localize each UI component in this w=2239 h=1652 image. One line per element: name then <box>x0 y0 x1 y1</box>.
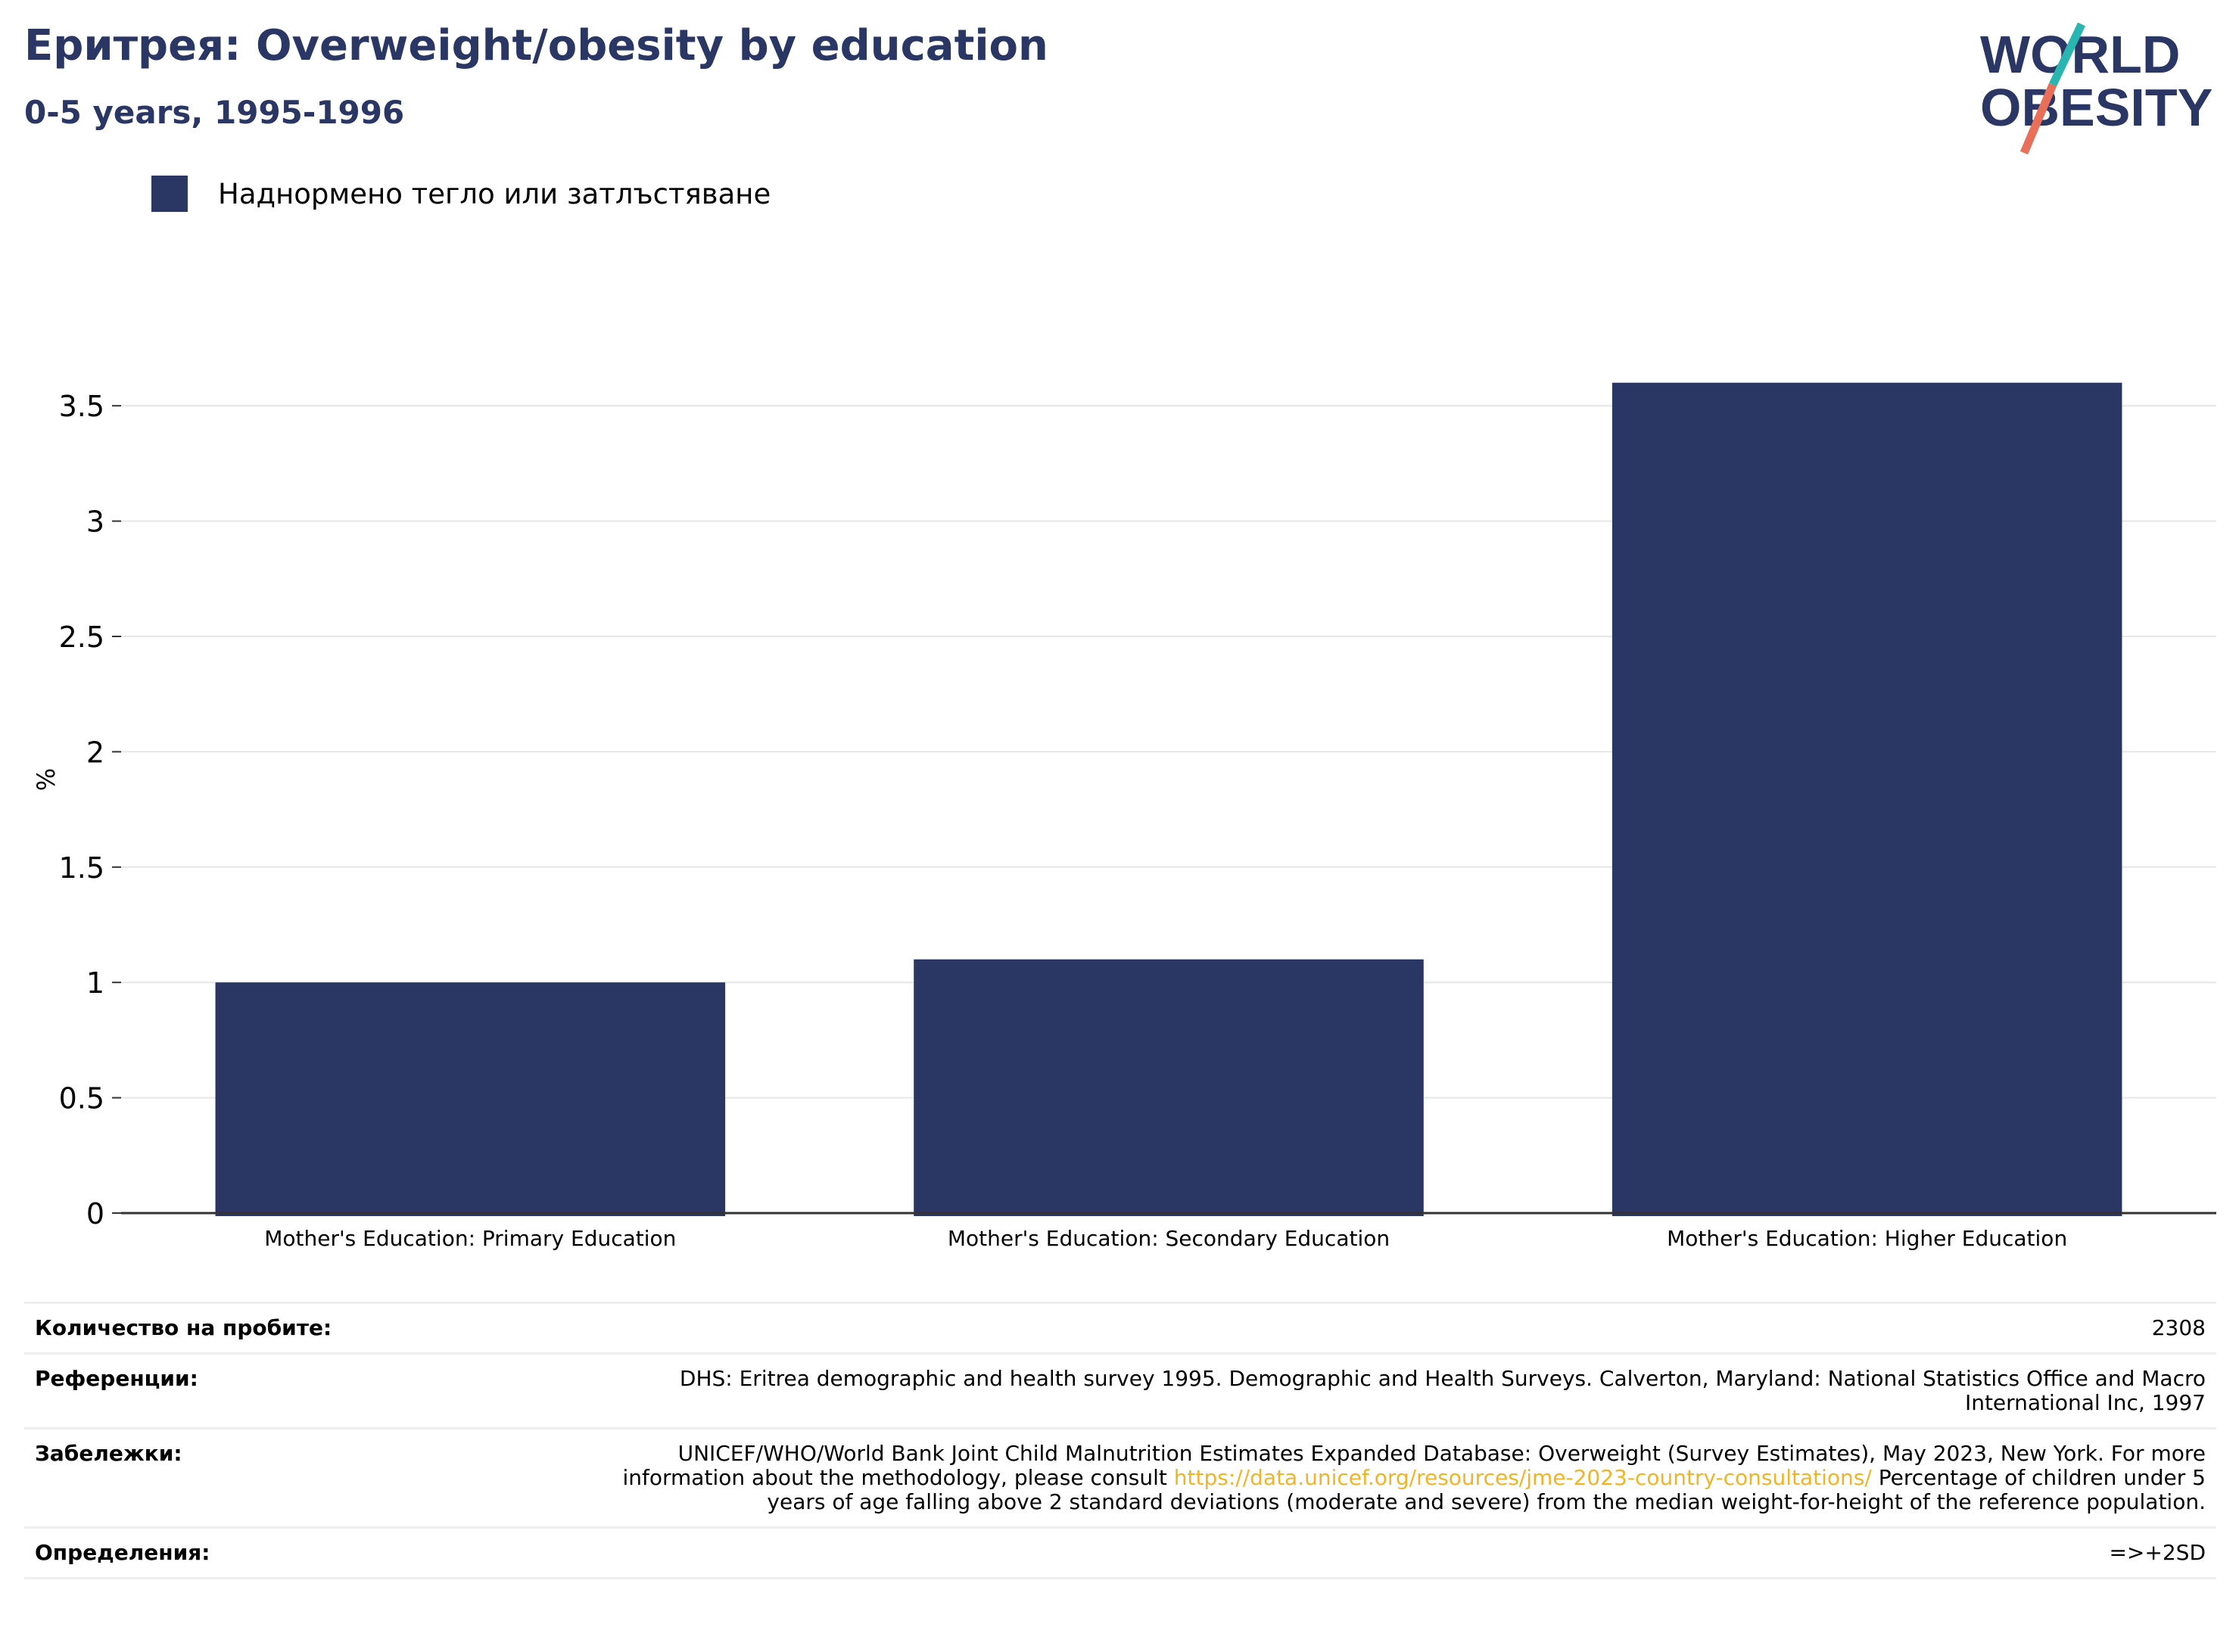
definitions-row: Определения: =>+2SD <box>24 1526 2216 1579</box>
notes-link[interactable]: https://data.unicef.org/resources/jme-20… <box>1173 1465 1872 1490</box>
notes-label: Забележки: <box>35 1441 182 1466</box>
logo-line-2: OBESITY <box>1980 78 2213 137</box>
notes-value: UNICEF/WHO/World Bank Joint Child Malnut… <box>616 1442 2206 1514</box>
x-tick-label: Mother's Education: Higher Education <box>1667 1226 2067 1251</box>
bar <box>215 982 726 1216</box>
notes-text-end: Percentage of children under 5 years of … <box>767 1465 2206 1514</box>
chart-title: Еритрея: Overweight/obesity by education <box>24 21 1048 70</box>
y-tick-label: 3 <box>86 506 104 539</box>
bar <box>1612 382 2122 1217</box>
y-tick-labels: 0 0.5 1 1.5 2 2.5 3 3.5 <box>59 390 121 1230</box>
notes-row: Забележки: UNICEF/WHO/World Bank Joint C… <box>24 1427 2216 1526</box>
logo-slash-teal <box>2049 23 2085 87</box>
sample-size-row: Количество на пробите: 2308 <box>24 1302 2216 1352</box>
x-tick-label: Mother's Education: Primary Education <box>264 1226 676 1251</box>
sample-size-value: 2308 <box>2151 1315 2206 1340</box>
y-tick-label: 0 <box>86 1197 104 1230</box>
legend-label: Наднормено тегло или затлъстяване <box>218 177 771 210</box>
world-obesity-logo: WORLD OBESITY <box>1980 23 2213 155</box>
y-axis-label: % <box>32 768 61 791</box>
y-tick-label: 2 <box>86 736 104 769</box>
y-tick-label: 2.5 <box>59 621 104 654</box>
references-label: Референции: <box>35 1366 198 1391</box>
y-tick-label: 0.5 <box>59 1082 104 1115</box>
definitions-label: Определения: <box>35 1540 210 1565</box>
chart-info-table: Количество на пробите: 2308 Референции: … <box>24 1302 2216 1579</box>
x-tick-label: Mother's Education: Secondary Education <box>948 1226 1390 1251</box>
y-tick-label: 1.5 <box>59 851 104 885</box>
logo-slash-coral <box>2019 82 2057 155</box>
references-value: DHS: Eritrea demographic and health surv… <box>679 1366 2206 1415</box>
y-tick-label: 3.5 <box>59 390 104 423</box>
bar-chart: 0 0.5 1 1.5 2 2.5 3 3.5 Mother's Education: Pri… <box>32 382 2216 1251</box>
notes-text-start: UNICEF/WHO/World Bank Joint Child Malnut… <box>622 1441 2206 1490</box>
y-tick-label: 1 <box>86 966 104 1000</box>
bars <box>215 382 2122 1217</box>
legend-swatch <box>151 176 188 212</box>
bar <box>914 959 1424 1216</box>
chart-subtitle: 0-5 years, 1995-1996 <box>24 94 405 131</box>
x-tick-labels: Mother's Education: Primary Education Mot… <box>264 1226 2067 1251</box>
chart-legend: Наднормено тегло или затлъстяване <box>151 176 771 212</box>
sample-size-label: Количество на пробите: <box>35 1315 332 1340</box>
definitions-value: =>+2SD <box>2109 1540 2206 1565</box>
references-row: Референции: DHS: Eritrea demographic and… <box>24 1352 2216 1427</box>
